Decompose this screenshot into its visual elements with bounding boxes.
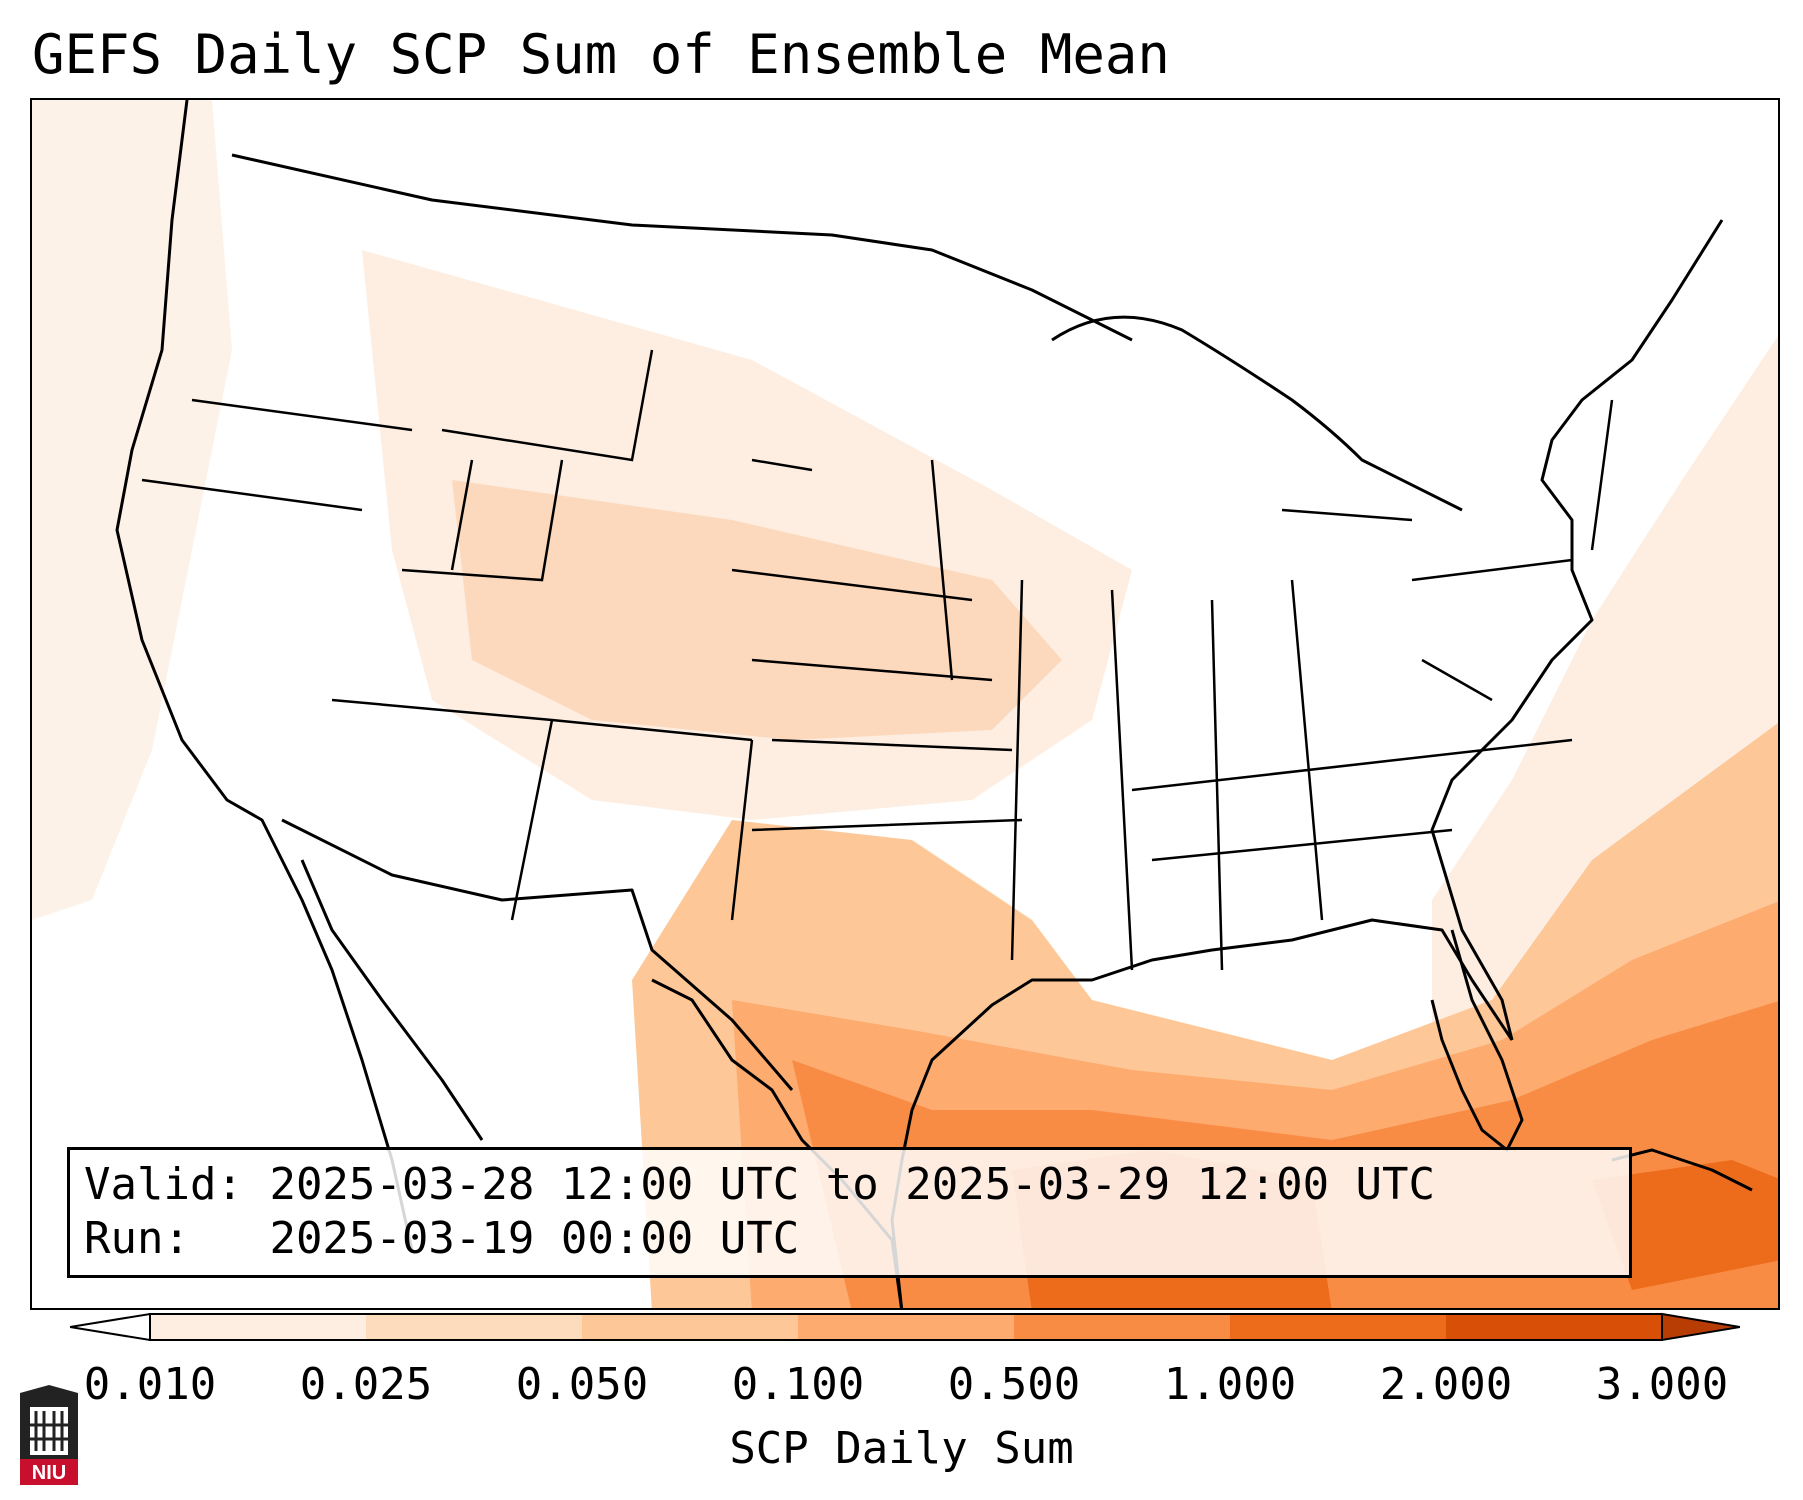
scp-region-caribbean-max <box>1592 1160 1778 1290</box>
colorbar-tick-label: 3.000 <box>1595 1359 1729 1410</box>
colorbar-bin-5 <box>1014 1314 1230 1340</box>
state-lines <box>141 349 1614 971</box>
gulf-coastline <box>890 918 1514 1308</box>
valid-time-range: 2025-03-28 12:00 UTC to 2025-03-29 12:00… <box>269 1159 1436 1210</box>
valid-label: Valid: <box>84 1159 243 1210</box>
colorbar-tick-label: 1.000 <box>1163 1359 1297 1410</box>
colorbar-extend-max <box>1661 1312 1740 1342</box>
mexico-us-border <box>281 818 794 1091</box>
scp-region-west-coast-faint <box>32 100 232 920</box>
colorbar-bin-6 <box>1230 1314 1446 1340</box>
colorbar-tick-label: 2.000 <box>1379 1359 1513 1410</box>
colorbar-bin-7 <box>1446 1314 1662 1340</box>
colorbar <box>70 1312 1740 1342</box>
state-line-west <box>141 349 754 921</box>
map-title: GEFS Daily SCP Sum of Ensemble Mean <box>32 23 1170 86</box>
state-line-central <box>731 458 1134 971</box>
colorbar-label: SCP Daily Sum <box>729 1423 1074 1474</box>
state-line-east <box>1131 399 1614 971</box>
niu-logo: NIU <box>20 1385 78 1485</box>
valid-run-info-box: Valid: 2025-03-28 12:00 UTC to 2025-03-2… <box>67 1147 1632 1278</box>
logo-text: NIU <box>32 1462 66 1484</box>
colorbar-outline <box>149 1313 1663 1341</box>
colorbar-bin-2 <box>366 1314 582 1340</box>
colorbar-tick-label: 0.010 <box>83 1359 217 1410</box>
cuba-coastline <box>1611 1148 1753 1192</box>
run-label: Run: <box>84 1213 190 1264</box>
scp-map-svg <box>32 100 1778 1308</box>
colorbar-extend-min <box>70 1312 151 1342</box>
map-panel <box>30 98 1780 1310</box>
great-lakes-outline <box>1051 315 1463 512</box>
colorbar-tick-label: 0.025 <box>299 1359 433 1410</box>
us-west-coastline <box>115 100 414 1251</box>
scp-region-plains-light <box>452 480 1062 740</box>
colorbar-tick-label: 0.050 <box>515 1359 649 1410</box>
colorbar-tick-label: 0.500 <box>947 1359 1081 1410</box>
colorbar-bin-1 <box>150 1314 366 1340</box>
run-time: 2025-03-19 00:00 UTC <box>269 1213 800 1264</box>
baja-coastline <box>300 859 484 1141</box>
colorbar-bin-4 <box>798 1314 1014 1340</box>
colorbar-tick-label: 0.100 <box>731 1359 865 1410</box>
canada-us-border <box>231 153 1133 342</box>
boundaries <box>115 100 1753 1308</box>
us-east-coastline <box>1430 219 1724 1041</box>
colorbar-bin-3 <box>582 1314 798 1340</box>
